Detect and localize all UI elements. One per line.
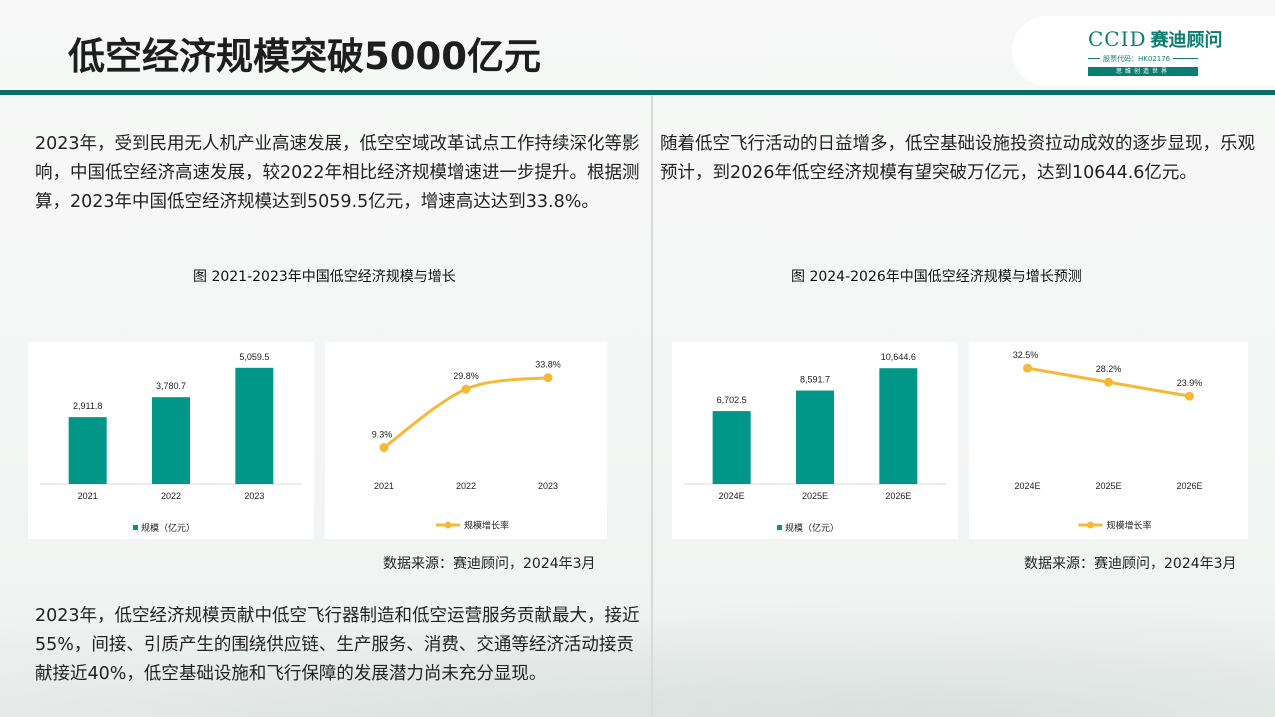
data-label-2023: 5,059.5 xyxy=(239,352,269,362)
point-2022 xyxy=(461,384,471,394)
data-label-2025E: 28.2% xyxy=(1096,364,1122,374)
x-tick-label-2025E: 2025E xyxy=(1095,481,1121,491)
x-tick-label-2022: 2022 xyxy=(456,481,476,491)
right-data-source: 数据来源：赛迪顾问，2024年3月 xyxy=(1024,556,1237,572)
right-paragraph: 随着低空飞行活动的日益增多，低空基础设施投资拉动成效的逐步显现，乐观预计，到20… xyxy=(660,134,1255,183)
data-label-2021: 2,911.8 xyxy=(73,401,102,411)
left-bottom-paragraph: 2023年，低空经济规模贡献中低空飞行器制造和低空运营服务贡献最大，接近55%，… xyxy=(35,606,640,684)
x-tick-label-2024E: 2024E xyxy=(1014,481,1040,491)
chart-panel-growth-2021-2023: 9.3% 2021 29.8% 2022 33.8% 2023 规模增长率 xyxy=(325,342,607,539)
logo-stock-code: 股票代码：HK02176 xyxy=(1100,54,1174,64)
data-label-2024E: 6,702.5 xyxy=(717,395,747,405)
x-tick-label-2022: 2022 xyxy=(161,491,181,501)
chart-panel-scale-2021-2023: 2,911.8 2021 3,780.7 2022 5,059.5 2023 规模（亿元） xyxy=(28,342,314,539)
legend-marker xyxy=(1087,521,1094,529)
bar-2023 xyxy=(235,367,274,484)
bar-2026E xyxy=(879,368,918,484)
right-figure-caption: 图 2024-2026年中国低空经济规模与增长预测 xyxy=(791,269,1082,285)
logo-text: CCID 赛迪顾问 xyxy=(1088,26,1223,52)
column-divider xyxy=(651,95,653,717)
data-label-2026E: 10,644.6 xyxy=(881,352,916,362)
line-chart-growth-2021-2023: 9.3% 2021 29.8% 2022 33.8% 2023 规模增长率 xyxy=(372,360,561,531)
point-2026E xyxy=(1185,391,1194,401)
x-tick-label-2023: 2023 xyxy=(538,481,558,491)
line-chart-growth-2024-2026: 32.5% 2024E 28.2% 2025E 23.9% 2026E 规模增长率 xyxy=(1013,350,1203,531)
bar-chart-scale-2021-2023: 2,911.8 2021 3,780.7 2022 5,059.5 2023 规模（亿元） xyxy=(40,352,302,533)
chart-panel-scale-2024-2026: 6,702.5 2024E 8,591.7 2025E 10,644.6 2026E 规模（… xyxy=(672,342,958,539)
point-2025E xyxy=(1104,377,1113,387)
bar-2021 xyxy=(68,417,107,484)
logo-cn-name: 赛迪顾问 xyxy=(1150,30,1223,51)
header-accent-bar xyxy=(0,90,1275,95)
legend-marker xyxy=(444,521,452,529)
x-tick-label-2021: 2021 xyxy=(78,491,98,501)
page-title: 低空经济规模突破5000亿元 xyxy=(68,35,541,78)
legend-swatch xyxy=(777,525,782,530)
left-figure-caption: 图 2021-2023年中国低空经济规模与增长 xyxy=(193,269,456,285)
bar-chart-scale-2024-2026: 6,702.5 2024E 8,591.7 2025E 10,644.6 2026E 规模（… xyxy=(684,352,946,533)
point-2024E xyxy=(1023,363,1032,373)
x-tick-label-2026E: 2026E xyxy=(885,491,911,501)
logo-slogan: 思维创造世界 xyxy=(1088,67,1198,76)
data-label-2021: 9.3% xyxy=(372,429,393,439)
bar-2024E xyxy=(712,411,751,484)
data-label-2022: 3,780.7 xyxy=(156,381,186,391)
data-label-2026E: 23.9% xyxy=(1177,378,1203,388)
logo-ccid: CCID xyxy=(1088,27,1147,51)
point-2021 xyxy=(379,442,389,452)
legend-label: 规模增长率 xyxy=(1107,520,1152,531)
data-label-2023: 33.8% xyxy=(535,360,561,370)
legend-label: 规模增长率 xyxy=(464,520,509,531)
x-tick-label-2023: 2023 xyxy=(244,491,264,501)
x-tick-label-2021: 2021 xyxy=(374,481,394,491)
x-tick-label-2025E: 2025E xyxy=(802,491,828,501)
legend-label: 规模（亿元） xyxy=(141,522,195,533)
bar-2022 xyxy=(152,397,190,484)
x-tick-label-2026E: 2026E xyxy=(1176,481,1202,491)
legend-swatch xyxy=(133,525,138,530)
chart-panel-growth-2024-2026: 32.5% 2024E 28.2% 2025E 23.9% 2026E 规模增长率 xyxy=(969,342,1248,539)
data-label-2024E: 32.5% xyxy=(1013,350,1039,360)
header: 低空经济规模突破5000亿元 CCID 赛迪顾问 股票代码：HK02176 思维创… xyxy=(0,0,1275,92)
logo: CCID 赛迪顾问 股票代码：HK02176 思维创造世界 xyxy=(1012,16,1275,86)
x-tick-label-2024E: 2024E xyxy=(719,491,745,501)
left-paragraph: 2023年，受到民用无人机产业高速发展，低空空域改革试点工作持续深化等影响，中国… xyxy=(35,134,640,212)
data-label-2022: 29.8% xyxy=(453,371,479,381)
left-data-source: 数据来源：赛迪顾问，2024年3月 xyxy=(383,556,596,572)
legend-label: 规模（亿元） xyxy=(785,522,839,533)
data-label-2025E: 8,591.7 xyxy=(800,375,830,385)
bar-2025E xyxy=(796,390,834,484)
point-2023 xyxy=(543,373,553,383)
